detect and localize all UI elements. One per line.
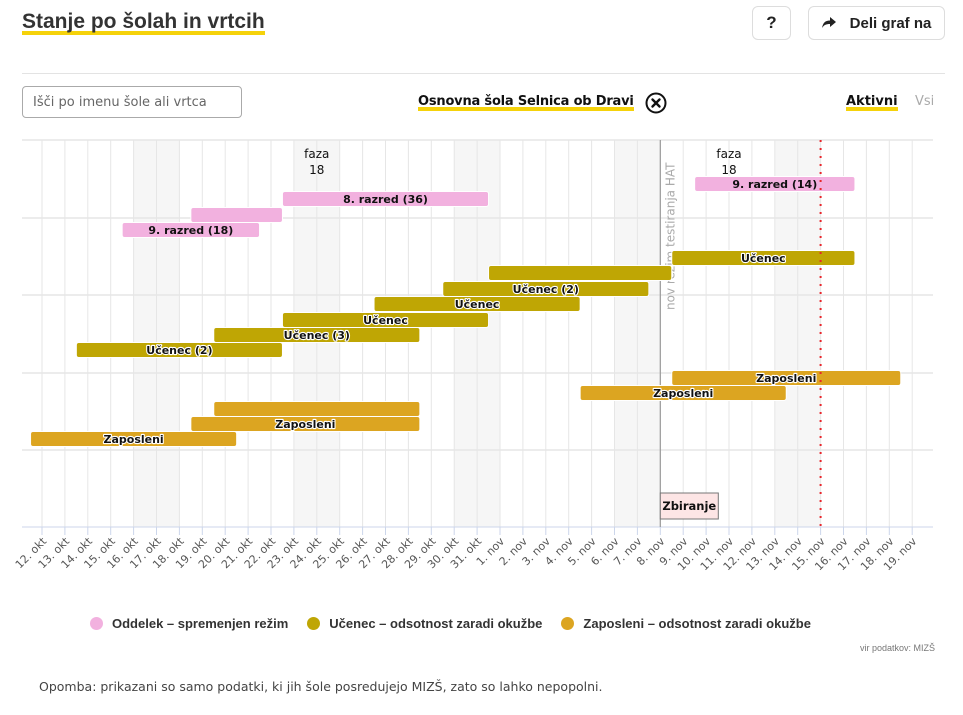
bar-label: Zaposleni bbox=[275, 418, 335, 431]
timeline-bar-zaposleni bbox=[579, 385, 787, 401]
hat-testing-label: nov režim testiranja HAT bbox=[663, 162, 677, 310]
legend-dot-icon bbox=[90, 617, 103, 630]
tab-vsi[interactable]: Vsi bbox=[915, 94, 935, 109]
legend-dot-icon bbox=[561, 617, 575, 630]
help-button[interactable]: ? bbox=[752, 6, 791, 40]
phase-number: 18 bbox=[309, 163, 324, 177]
timeline-bar-zaposleni bbox=[190, 416, 421, 432]
bar-label: Učenec bbox=[363, 314, 408, 327]
tab-aktivni[interactable]: Aktivni bbox=[846, 94, 898, 111]
timeline-bar-zaposleni bbox=[30, 431, 238, 447]
timeline-bar-zaposleni bbox=[213, 401, 421, 417]
bar-label: 8. razred (36) bbox=[343, 193, 428, 206]
timeline-bar-oddelek bbox=[190, 207, 283, 223]
timeline-bar-zaposleni bbox=[671, 370, 902, 386]
legend-label: Zaposleni – odsotnost zaradi okužbe bbox=[583, 616, 811, 631]
phase-label: faza bbox=[304, 147, 329, 161]
timeline-bar-oddelek bbox=[281, 191, 490, 207]
timeline-bar-ucenec bbox=[488, 265, 673, 281]
timeline-bar-ucenec bbox=[75, 342, 283, 358]
footnote: Opomba: prikazani so samo podatki, ki ji… bbox=[39, 679, 603, 694]
zbiranje-box bbox=[659, 492, 719, 520]
search-input[interactable] bbox=[22, 86, 242, 118]
bar-label: Zaposleni bbox=[756, 372, 816, 385]
legend-item-oddelek[interactable]: Oddelek – spremenjen režim bbox=[90, 616, 288, 631]
timeline-bar-oddelek bbox=[121, 222, 261, 238]
bar-label: Učenec (2) bbox=[513, 283, 579, 296]
timeline-bar-ucenec bbox=[671, 250, 856, 266]
bar-label: Učenec (3) bbox=[284, 329, 350, 342]
selected-school: Osnovna šola Selnica ob Dravi bbox=[418, 94, 634, 111]
bar-label: Učenec bbox=[741, 252, 786, 265]
share-button-label: Deli graf na bbox=[849, 14, 932, 32]
bar-label: Zaposleni bbox=[103, 433, 163, 446]
bar-label: Učenec (2) bbox=[146, 344, 212, 357]
bar-label: 9. razred (18) bbox=[148, 224, 233, 237]
data-source: vir podatkov: MIZŠ bbox=[859, 643, 935, 653]
timeline-bar-ucenec bbox=[373, 296, 581, 312]
zbiranje-label: Zbiranje bbox=[662, 499, 716, 513]
phase-label: faza bbox=[716, 147, 741, 161]
page-title: Stanje po šolah in vrtcih bbox=[22, 10, 265, 35]
bar-label: Zaposleni bbox=[653, 387, 713, 400]
phase-number: 18 bbox=[721, 163, 736, 177]
legend-dot-icon bbox=[307, 617, 321, 630]
legend-label: Oddelek – spremenjen režim bbox=[112, 616, 289, 631]
bar-label: 9. razred (14) bbox=[732, 178, 817, 191]
share-arrow-icon bbox=[821, 17, 836, 28]
legend-item-zaposleni[interactable]: Zaposleni – odsotnost zaradi okužbe bbox=[561, 616, 811, 631]
divider bbox=[22, 73, 945, 74]
clear-selection-icon[interactable] bbox=[645, 92, 667, 114]
timeline-bar-ucenec bbox=[213, 327, 421, 343]
timeline-bar-oddelek bbox=[694, 176, 856, 192]
bar-label: Učenec bbox=[455, 298, 500, 311]
legend-label: Učenec – odsotnost zaradi okužbe bbox=[329, 616, 543, 631]
share-button[interactable]: Deli graf na bbox=[808, 6, 945, 40]
legend-item-ucenec[interactable]: Učenec – odsotnost zaradi okužbe bbox=[307, 616, 542, 631]
chart-legend: Oddelek – spremenjen režim Učenec – odso… bbox=[90, 616, 830, 631]
